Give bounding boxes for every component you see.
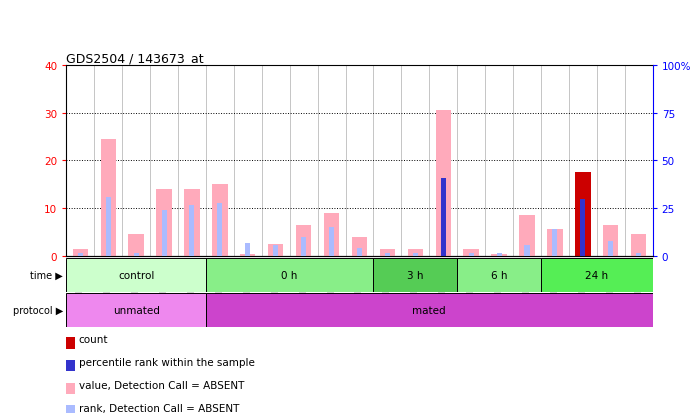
Text: unmated: unmated (112, 305, 160, 315)
Text: rank, Detection Call = ABSENT: rank, Detection Call = ABSENT (79, 403, 239, 413)
Bar (101, 140, 116, 256)
Bar (162, 254, 166, 256)
Bar (441, 254, 445, 256)
Bar (206, 258, 373, 292)
Bar (580, 199, 586, 256)
Bar (385, 253, 390, 256)
Bar (637, 254, 641, 256)
Text: time ▶: time ▶ (30, 270, 63, 280)
Bar (274, 254, 278, 256)
Bar (636, 253, 641, 256)
Bar (189, 206, 195, 256)
Bar (496, 253, 502, 256)
Bar (184, 190, 200, 256)
Bar (380, 249, 395, 256)
Text: percentile rank within the sample: percentile rank within the sample (79, 357, 255, 367)
Bar (413, 254, 417, 256)
Text: count: count (79, 335, 108, 344)
Bar (212, 185, 228, 256)
Bar (603, 225, 618, 256)
Bar (408, 249, 423, 256)
Bar (273, 246, 279, 256)
Bar (133, 253, 139, 256)
Text: 6 h: 6 h (491, 270, 507, 280)
Text: GDS2504 / 143673_at: GDS2504 / 143673_at (66, 52, 204, 65)
Bar (301, 237, 306, 256)
Text: 24 h: 24 h (585, 270, 609, 280)
Bar (575, 173, 591, 256)
Text: 0 h: 0 h (281, 270, 298, 280)
Bar (134, 254, 138, 256)
Bar (78, 254, 82, 256)
Bar (106, 254, 110, 256)
Bar (352, 237, 367, 256)
Bar (190, 254, 194, 256)
Text: value, Detection Call = ABSENT: value, Detection Call = ABSENT (79, 380, 244, 390)
Bar (468, 253, 474, 256)
Bar (552, 230, 558, 256)
Text: control: control (118, 270, 154, 280)
Bar (240, 255, 255, 256)
Bar (609, 254, 613, 256)
Bar (128, 235, 144, 256)
Bar (469, 254, 473, 256)
Bar (497, 254, 501, 256)
Bar (268, 244, 283, 256)
Bar (218, 254, 222, 256)
Bar (440, 178, 446, 256)
Bar (206, 293, 653, 327)
Bar (329, 254, 334, 256)
Bar (357, 249, 362, 256)
Bar (302, 254, 306, 256)
Text: 3 h: 3 h (407, 270, 424, 280)
Bar (553, 254, 557, 256)
Bar (324, 213, 339, 256)
Text: protocol ▶: protocol ▶ (13, 305, 63, 315)
Bar (519, 216, 535, 256)
Bar (373, 258, 457, 292)
Bar (329, 228, 334, 256)
Bar (161, 211, 167, 256)
Bar (491, 255, 507, 256)
Bar (385, 254, 389, 256)
Bar (156, 190, 172, 256)
Bar (541, 258, 653, 292)
Bar (105, 197, 111, 256)
Bar (66, 293, 206, 327)
Bar (217, 204, 223, 256)
Bar (547, 230, 563, 256)
Bar (357, 254, 362, 256)
Bar (73, 249, 88, 256)
Bar (66, 258, 206, 292)
Bar (413, 253, 418, 256)
Bar (245, 244, 251, 256)
Bar (457, 258, 541, 292)
Bar (581, 254, 585, 256)
Text: mated: mated (413, 305, 446, 315)
Bar (463, 249, 479, 256)
Bar (525, 254, 529, 256)
Bar (296, 225, 311, 256)
Bar (524, 246, 530, 256)
Bar (608, 242, 614, 256)
Bar (246, 254, 250, 256)
Bar (631, 235, 646, 256)
Bar (77, 253, 83, 256)
Bar (436, 111, 451, 256)
